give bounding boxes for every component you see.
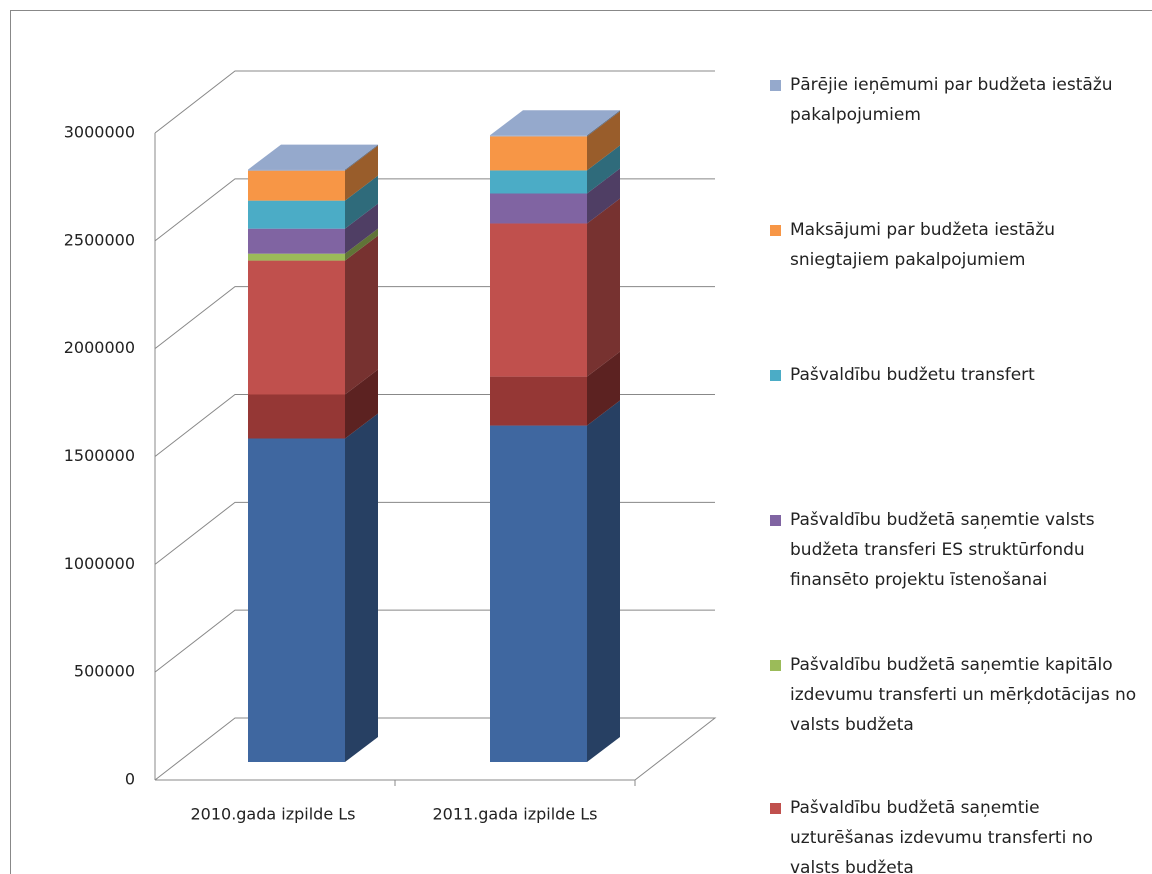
x-tick-label: 2010.gada izpilde Ls bbox=[190, 805, 355, 824]
legend-label: Maksājumi par budžeta iestāžu sniegtajie… bbox=[790, 220, 1056, 270]
bar-side bbox=[587, 400, 620, 762]
chart-border bbox=[10, 10, 1152, 874]
x-tick-label: 2011.gada izpilde Ls bbox=[432, 805, 597, 824]
bar-segment bbox=[248, 170, 345, 201]
bar-side bbox=[345, 235, 378, 395]
grid-line bbox=[154, 609, 715, 673]
bar-segment bbox=[490, 376, 587, 426]
floor bbox=[154, 717, 717, 781]
y-tick-label: 1000000 bbox=[64, 554, 135, 573]
bar-top bbox=[248, 144, 378, 170]
bar-side bbox=[587, 110, 620, 137]
bar-segment bbox=[248, 253, 345, 261]
grid-line bbox=[154, 178, 715, 242]
bar-segment bbox=[490, 136, 587, 171]
bar-side bbox=[345, 144, 378, 171]
y-tick-label: 2500000 bbox=[64, 230, 135, 249]
bar-side bbox=[345, 203, 378, 254]
legend-label: Pašvaldību budžetā saņemtie valsts budže… bbox=[790, 510, 1095, 590]
legend-label: Pašvaldību budžetā saņemtie kapitālo izd… bbox=[790, 655, 1137, 735]
legend-label: Pašvaldību budžetu transfert bbox=[790, 365, 1035, 385]
bar-segment bbox=[248, 394, 345, 439]
bar-side bbox=[587, 351, 620, 426]
legend-swatch bbox=[770, 370, 781, 381]
grid-line bbox=[154, 286, 715, 350]
y-tick-label: 500000 bbox=[74, 662, 135, 681]
legend-swatch bbox=[770, 803, 781, 814]
legend-label: Pārējie ieņēmumi par budžeta iestāžu pak… bbox=[790, 75, 1113, 125]
grid-line bbox=[154, 501, 715, 565]
grid-line bbox=[154, 70, 715, 134]
bar-segment bbox=[490, 170, 587, 194]
bar-segment bbox=[248, 228, 345, 254]
legend-label: Pašvaldību budžetā saņemtie uzturēšanas … bbox=[790, 798, 1093, 874]
bar-segment bbox=[490, 193, 587, 224]
bar-side bbox=[587, 145, 620, 194]
bar-segment bbox=[248, 260, 345, 395]
bar-segment bbox=[248, 438, 345, 762]
bar-side bbox=[587, 198, 620, 377]
bar-side bbox=[345, 369, 378, 439]
bar-side bbox=[345, 175, 378, 229]
bar-segment bbox=[248, 200, 345, 229]
grid-line bbox=[154, 394, 715, 457]
legend-swatch bbox=[770, 80, 781, 91]
legend-swatch bbox=[770, 515, 781, 526]
bar-side bbox=[345, 413, 378, 762]
y-tick-label: 1500000 bbox=[64, 446, 135, 465]
bar-segment bbox=[490, 135, 587, 137]
bar-segment bbox=[490, 425, 587, 762]
bar-top bbox=[490, 110, 620, 136]
bar-side bbox=[345, 145, 378, 201]
legend-swatch bbox=[770, 225, 781, 236]
y-tick-label: 0 bbox=[125, 770, 135, 789]
bar-side bbox=[587, 168, 620, 224]
legend-swatch bbox=[770, 660, 781, 671]
bar-segment bbox=[248, 169, 345, 171]
bar-side bbox=[345, 228, 378, 261]
bar-segment bbox=[490, 223, 587, 377]
y-tick-label: 2000000 bbox=[64, 338, 135, 357]
bar-side bbox=[587, 111, 620, 171]
y-tick-label: 3000000 bbox=[64, 123, 135, 142]
